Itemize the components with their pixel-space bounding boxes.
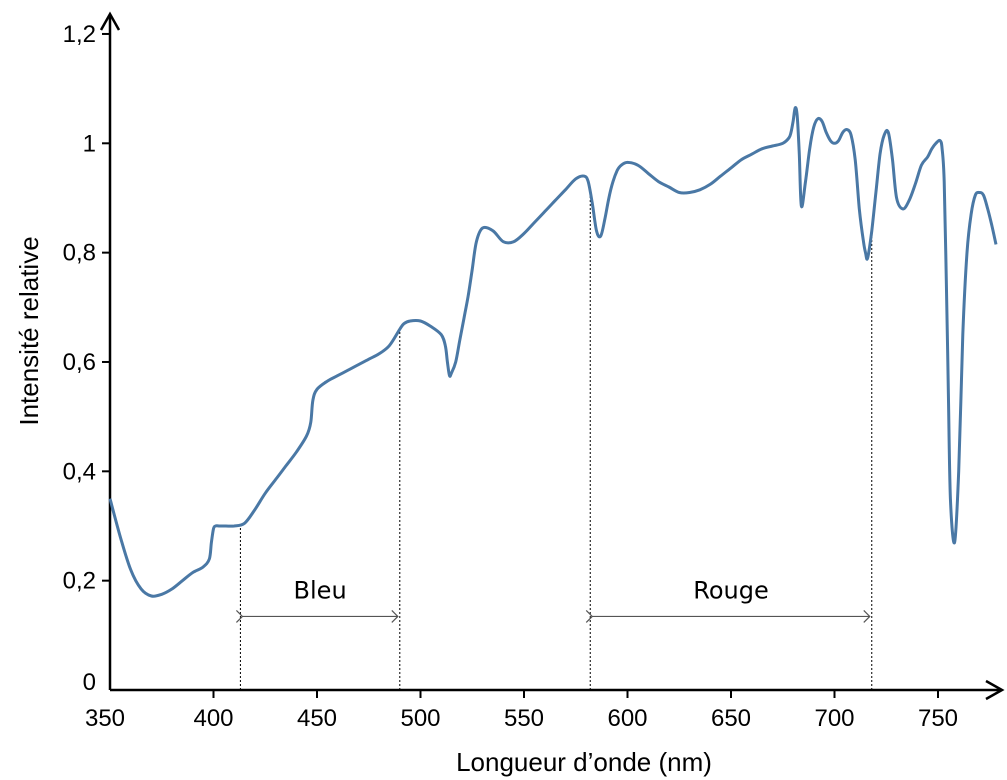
x-tick-label: 400: [193, 705, 233, 732]
axes: [99, 11, 1005, 701]
y-tick-label: 0,6: [63, 349, 96, 376]
x-tick-label: 750: [918, 705, 958, 732]
y-tick-label: 0,2: [63, 568, 96, 595]
y-tick-label: 1,2: [63, 21, 96, 48]
series-group: [108, 106, 998, 598]
y-ticks: 0 0,2 0,4 0,6 0,8 1 1,2: [63, 21, 110, 696]
x-tick-label: 450: [297, 705, 337, 732]
x-tick-label: 350: [85, 705, 125, 732]
y-axis-arrow: [99, 11, 121, 31]
x-axis-arrow: [985, 679, 1005, 701]
x-tick-label: 700: [814, 705, 854, 732]
band-boundary-lines: [239, 192, 873, 690]
band-annotations: Bleu Rouge: [235, 576, 871, 623]
x-tick-label: 600: [607, 705, 647, 732]
x-axis-title: Longueur d’onde (nm): [456, 747, 712, 777]
band-label: Rouge: [693, 576, 769, 604]
band-label: Bleu: [294, 576, 347, 604]
y-tick-label: 0: [83, 669, 96, 696]
y-tick-label: 1: [83, 130, 96, 157]
x-tick-label: 650: [711, 705, 751, 732]
x-ticks: 350 400 450 500 550 600 650 700 750: [85, 690, 958, 732]
y-tick-label: 0,8: [63, 240, 96, 267]
y-axis-title: Intensité relative: [14, 236, 44, 425]
x-tick-label: 500: [400, 705, 440, 732]
y-tick-label: 0,4: [63, 458, 96, 485]
spectrum-line: [108, 106, 998, 598]
x-tick-label: 550: [504, 705, 544, 732]
